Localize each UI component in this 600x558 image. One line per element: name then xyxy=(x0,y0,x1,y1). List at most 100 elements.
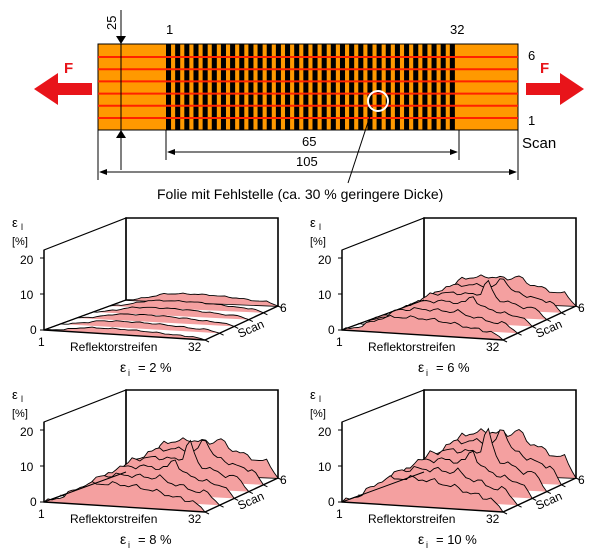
side-wall xyxy=(43,217,127,331)
x-axis-end: 32 xyxy=(486,340,500,354)
y-tick-label-20: 20 xyxy=(20,253,34,267)
reflector-stripe xyxy=(193,44,199,130)
defect-marker xyxy=(367,90,389,112)
y-tick-label-10: 10 xyxy=(318,288,332,302)
x-axis xyxy=(43,501,206,513)
y-axis-subscript: l xyxy=(21,222,23,232)
scan-tick xyxy=(517,504,522,508)
scan-ribbon-fill xyxy=(93,306,249,320)
reflector-stripe xyxy=(367,44,373,130)
scan-tick xyxy=(546,319,552,323)
reflector-stripe xyxy=(431,44,437,130)
scan-tick xyxy=(233,325,239,329)
scan-ribbon-line xyxy=(109,299,264,314)
scan-axis xyxy=(204,305,279,341)
y-tick-label-20: 20 xyxy=(318,425,332,439)
reflector-stripe xyxy=(257,44,263,130)
reflector-stripe xyxy=(175,44,181,130)
caption-subscript: i xyxy=(426,368,428,378)
y-axis-subscript: l xyxy=(21,394,23,404)
y-axis-unit: [%] xyxy=(310,408,326,420)
reflector-stripe xyxy=(230,44,236,130)
back-wall xyxy=(125,217,279,307)
x-axis-label: Reflektorstreifen xyxy=(368,340,455,354)
scan-tick xyxy=(575,305,581,309)
caption-subscript: i xyxy=(426,540,428,550)
scan-tick xyxy=(277,305,283,309)
scan-ribbon-fill xyxy=(126,293,278,306)
x-axis-label: Reflektorstreifen xyxy=(368,512,455,526)
scan-index-bottom: 1 xyxy=(528,113,535,128)
reflector-stripe xyxy=(358,44,364,130)
scan-tick xyxy=(561,484,566,488)
y-tick-label-10: 10 xyxy=(20,460,34,474)
reflector-stripe xyxy=(211,44,217,130)
scan-ribbon-fill xyxy=(44,327,205,340)
scan-tick xyxy=(502,339,508,343)
y-tick-label-10: 10 xyxy=(318,460,332,474)
scan-tick xyxy=(277,477,283,481)
dim-65-label: 65 xyxy=(302,134,316,149)
y-axis-symbol: ε xyxy=(310,215,316,230)
scan-lines xyxy=(98,56,518,119)
x-axis xyxy=(43,329,206,341)
reflector-stripe xyxy=(266,44,272,130)
scan-ribbon-fill xyxy=(342,475,503,512)
scan-ribbon-line xyxy=(358,307,518,334)
scan-axis xyxy=(204,477,279,513)
scan-ribbon-line xyxy=(341,474,504,513)
scan-tick xyxy=(248,491,254,495)
scan-ribbon-fill xyxy=(76,313,235,327)
reflector-stripe xyxy=(394,44,400,130)
scan-axis xyxy=(502,305,577,341)
reflector-stripe xyxy=(294,44,300,130)
reflector-stripe xyxy=(220,44,226,130)
x-axis-end: 32 xyxy=(486,512,500,526)
specimen-caption: Folie mit Fehlstelle (ca. 30 % geringere… xyxy=(157,186,443,202)
scan-ribbon-line xyxy=(341,314,504,341)
reflector-stripe xyxy=(166,44,172,130)
reflector-stripe xyxy=(202,44,208,130)
force-arrow-right xyxy=(526,73,584,105)
floor-edge xyxy=(341,471,425,503)
scan-tick xyxy=(546,491,552,495)
reflector-stripe xyxy=(440,44,446,130)
x-axis-start: 1 xyxy=(38,335,45,349)
reflector-stripe xyxy=(285,44,291,130)
x-axis-label: Reflektorstreifen xyxy=(70,340,157,354)
floor-edge xyxy=(43,299,127,331)
y-tick-label-0: 0 xyxy=(328,323,335,337)
scan-axis-label: Scan xyxy=(534,317,565,341)
caption-epsilon: ε xyxy=(120,531,126,547)
x-axis-start: 1 xyxy=(336,335,343,349)
force-arrow-left xyxy=(34,73,92,105)
y-tick-label-20: 20 xyxy=(318,253,332,267)
reflector-stripe xyxy=(422,44,428,130)
scan-axis-end: 6 xyxy=(280,473,287,487)
dim-25-label: 25 xyxy=(104,16,119,30)
stripe-index-last: 32 xyxy=(450,22,464,37)
scan-tick xyxy=(561,312,566,316)
stripe-index-first: 1 xyxy=(166,22,173,37)
reflector-stripe xyxy=(239,44,245,130)
x-axis-start: 1 xyxy=(336,507,343,521)
scan-tick xyxy=(233,497,239,501)
y-tick-label-0: 0 xyxy=(328,495,335,509)
y-axis-unit: [%] xyxy=(12,236,28,248)
reflector-stripe xyxy=(312,44,318,130)
scan-tick xyxy=(248,319,254,323)
caption-value: = 2 % xyxy=(138,360,172,375)
dim-105-label: 105 xyxy=(296,154,318,169)
scan-tick xyxy=(263,312,268,316)
y-tick-label-0: 0 xyxy=(30,323,37,337)
scan-ribbon-line xyxy=(43,326,206,341)
floor-edge xyxy=(341,299,425,331)
scan-index-top: 6 xyxy=(528,48,535,63)
scan-ribbon-line xyxy=(93,306,249,321)
x-axis-label: Reflektorstreifen xyxy=(70,512,157,526)
x-axis-end: 32 xyxy=(188,512,202,526)
reflector-stripe xyxy=(275,44,281,130)
